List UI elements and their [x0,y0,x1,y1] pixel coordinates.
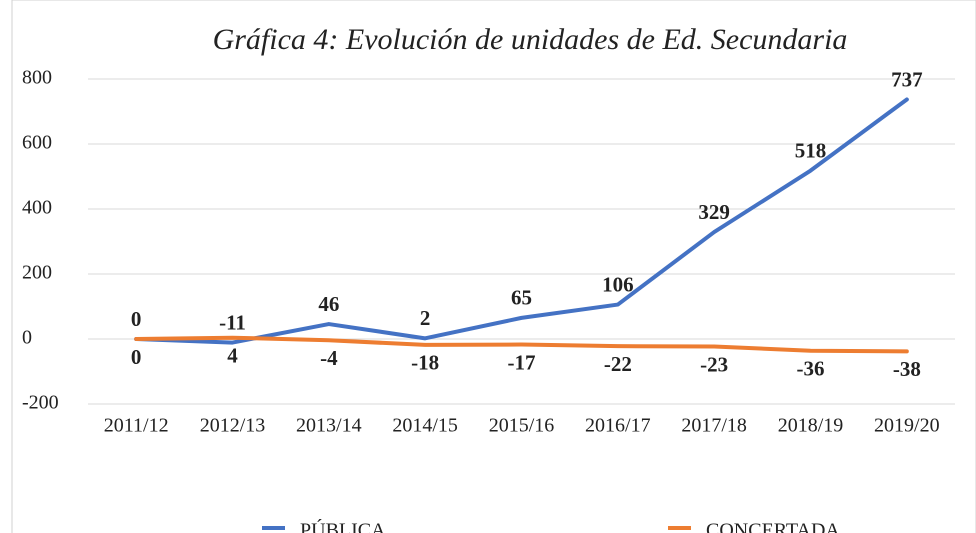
data-label: -36 [797,357,825,381]
x-tick-label: 2017/18 [681,415,747,437]
data-label: -38 [893,357,921,381]
data-label: -22 [604,352,632,376]
chart-frame [11,0,976,533]
x-tick-label: 2016/17 [585,415,651,437]
data-label: 0 [131,345,142,369]
data-label: 65 [511,286,532,310]
data-label: -23 [700,352,728,376]
legend-label: PÚBLICA [300,518,386,533]
chart-title: Gráfica 4: Evolución de unidades de Ed. … [213,23,848,56]
data-label: 329 [698,200,730,224]
data-label: 46 [318,292,339,316]
data-label: 737 [891,67,923,91]
series-line [134,335,909,354]
x-tick-label: 2019/20 [874,415,940,437]
x-tick-label: 2012/13 [200,415,266,437]
legend-label: CONCERTADA [706,520,840,533]
y-tick-label: 400 [22,197,52,219]
series-line [134,97,909,345]
data-label: -17 [508,350,536,374]
y-tick-label: 0 [22,327,32,349]
y-tick-label: 200 [22,262,52,284]
x-tick-label: 2018/19 [778,415,844,437]
data-label: -11 [219,310,246,334]
data-label: 2 [420,306,431,330]
data-label: 518 [795,138,827,162]
data-label: -4 [320,346,338,370]
data-label: 4 [227,344,238,368]
data-label: 0 [131,307,142,331]
x-tick-label: 2015/16 [489,415,555,437]
x-tick-label: 2014/15 [392,415,458,437]
x-tick-label: 2013/14 [296,415,362,437]
y-tick-label: 800 [22,67,52,89]
data-label: 106 [602,272,634,296]
y-tick-label: -200 [22,392,59,414]
y-tick-label: 600 [22,132,52,154]
x-tick-label: 2011/12 [104,415,169,437]
data-label: -18 [411,351,439,375]
